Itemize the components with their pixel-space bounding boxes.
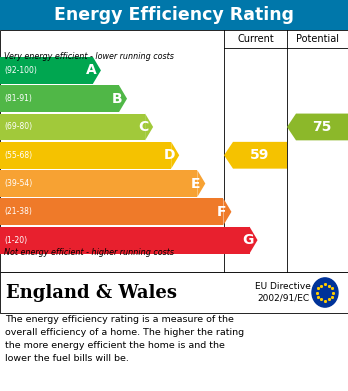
Polygon shape	[224, 142, 287, 169]
Text: (1-20): (1-20)	[4, 236, 27, 245]
Bar	[0, 170, 197, 197]
Bar	[0, 30, 348, 272]
Text: the more energy efficient the home is and the: the more energy efficient the home is an…	[5, 341, 225, 350]
Bar	[0, 227, 250, 253]
Circle shape	[312, 278, 338, 307]
Text: Very energy efficient - lower running costs: Very energy efficient - lower running co…	[4, 52, 174, 61]
Text: (69-80): (69-80)	[4, 122, 32, 131]
Text: (21-38): (21-38)	[4, 207, 32, 216]
Text: Energy Efficiency Rating: Energy Efficiency Rating	[54, 6, 294, 24]
Text: A: A	[86, 63, 96, 77]
Polygon shape	[171, 142, 179, 169]
Text: F: F	[217, 205, 226, 219]
Polygon shape	[145, 113, 153, 140]
Bar	[0, 272, 348, 313]
Text: EU Directive
2002/91/EC: EU Directive 2002/91/EC	[255, 282, 311, 303]
Text: C: C	[138, 120, 148, 134]
Text: Current: Current	[237, 34, 274, 44]
Polygon shape	[250, 227, 258, 253]
Text: E: E	[191, 176, 200, 190]
Bar	[0, 85, 119, 112]
Bar	[0, 113, 145, 140]
Bar	[0, 142, 171, 169]
Text: lower the fuel bills will be.: lower the fuel bills will be.	[5, 354, 129, 363]
Bar	[0, 0, 348, 30]
Text: Not energy efficient - higher running costs: Not energy efficient - higher running co…	[4, 248, 174, 257]
Polygon shape	[287, 113, 348, 140]
Text: The energy efficiency rating is a measure of the: The energy efficiency rating is a measur…	[5, 315, 234, 324]
Text: overall efficiency of a home. The higher the rating: overall efficiency of a home. The higher…	[5, 328, 244, 337]
Polygon shape	[197, 170, 205, 197]
Polygon shape	[93, 57, 101, 84]
Bar	[0, 198, 223, 225]
Bar	[0, 57, 93, 84]
Text: 59: 59	[250, 148, 269, 162]
Text: (39-54): (39-54)	[4, 179, 32, 188]
Polygon shape	[119, 85, 127, 112]
Text: (92-100): (92-100)	[4, 66, 37, 75]
Text: England & Wales: England & Wales	[6, 283, 177, 301]
Text: B: B	[112, 91, 122, 106]
Text: (55-68): (55-68)	[4, 151, 32, 160]
Text: D: D	[164, 148, 175, 162]
Text: 75: 75	[312, 120, 331, 134]
Text: G: G	[242, 233, 253, 247]
Text: Potential: Potential	[296, 34, 339, 44]
Polygon shape	[223, 198, 231, 225]
Text: (81-91): (81-91)	[4, 94, 32, 103]
